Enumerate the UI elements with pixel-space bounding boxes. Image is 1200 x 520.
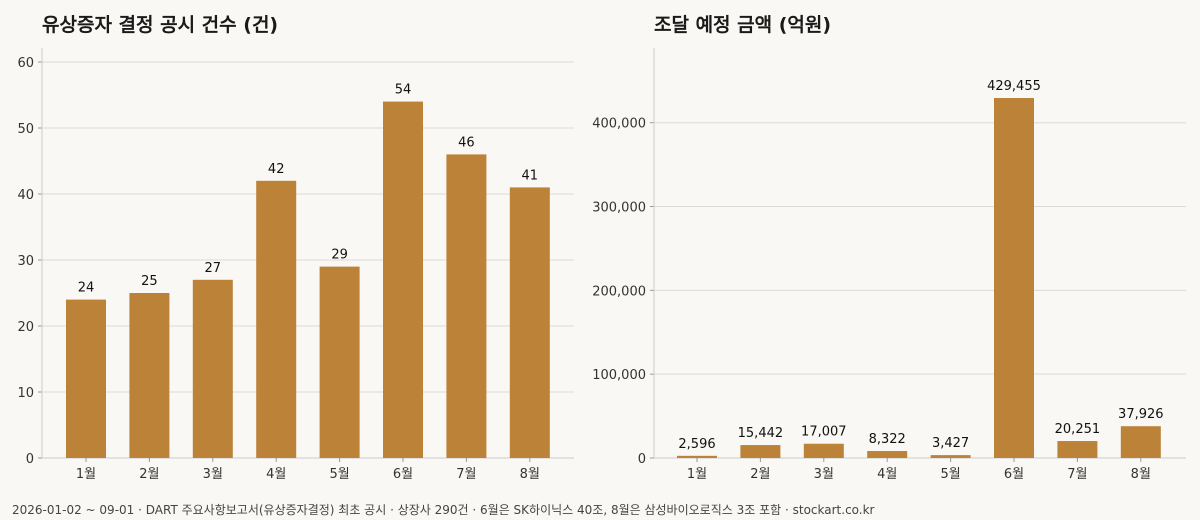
amount-value-label: 17,007 [801, 425, 847, 440]
count-value-label: 24 [78, 281, 95, 296]
amount-bar [740, 445, 781, 458]
count-ytick-label: 10 [17, 386, 34, 401]
amount-value-label: 37,926 [1118, 407, 1164, 422]
amount-xtick-label: 2월 [750, 467, 770, 482]
count-bar [66, 299, 106, 458]
count-value-label: 46 [458, 135, 475, 150]
count-xtick-label: 2월 [139, 467, 159, 482]
count-bar [509, 187, 550, 458]
count-ytick-label: 40 [17, 188, 34, 203]
amount-value-label: 15,442 [738, 426, 784, 441]
amount-ytick-label: 200,000 [592, 284, 646, 299]
count-bar [319, 266, 360, 458]
count-value-label: 41 [522, 168, 539, 183]
amount-ytick-label: 300,000 [592, 201, 646, 216]
amount-value-label: 2,596 [678, 437, 715, 452]
count-value-label: 25 [141, 274, 158, 289]
count-xtick-label: 7월 [456, 467, 476, 482]
right-chart-title: 조달 예정 금액 (억원) [654, 14, 832, 36]
amount-value-label: 20,251 [1055, 422, 1101, 437]
count-xtick-label: 1월 [76, 467, 96, 482]
count-ytick-label: 50 [17, 122, 34, 137]
count-xtick-label: 3월 [203, 467, 223, 482]
amount-value-label: 429,455 [987, 79, 1041, 94]
amount-bar [1120, 426, 1161, 458]
amount-xtick-label: 8월 [1131, 467, 1151, 482]
amount-bar [1057, 441, 1098, 458]
count-value-label: 27 [205, 261, 222, 276]
count-value-label: 29 [331, 248, 348, 263]
count-bar [192, 279, 233, 458]
count-bar [446, 154, 487, 458]
footer-note: 2026-01-02 ~ 09-01 · DART 주요사항보고서(유상증자결정… [12, 503, 875, 517]
count-ytick-label: 60 [17, 56, 34, 71]
count-ytick-label: 0 [26, 452, 34, 467]
count-bar [256, 180, 297, 459]
count-xtick-label: 6월 [393, 467, 413, 482]
count-xtick-label: 8월 [520, 467, 540, 482]
count-value-label: 42 [268, 162, 285, 177]
amount-xtick-label: 4월 [877, 467, 897, 482]
funding-amount-chart: 0 100,000 200,000 300,000 400,000 2,596 1월 15,4… [592, 48, 1186, 482]
left-chart-title: 유상증자 결정 공시 건수 (건) [42, 14, 279, 36]
count-ytick-label: 30 [17, 254, 34, 269]
amount-value-label: 8,322 [869, 432, 906, 447]
amount-bar [994, 97, 1034, 458]
amount-value-label: 3,427 [932, 436, 969, 451]
disclosure-count-chart: 0 10 20 30 40 50 60 24 1월 25 2월 27 3월 42 4월 29 5월 54 6월 46 7… [17, 48, 574, 482]
amount-bar [677, 455, 717, 458]
count-xtick-label: 5월 [329, 467, 349, 482]
count-xtick-label: 4월 [266, 467, 286, 482]
amount-bar [930, 455, 971, 458]
amount-bar [867, 451, 908, 458]
amount-xtick-label: 1월 [687, 467, 707, 482]
amount-bar [803, 443, 844, 458]
amount-xtick-label: 3월 [814, 467, 834, 482]
amount-xtick-label: 7월 [1067, 467, 1087, 482]
count-bar [383, 101, 423, 458]
amount-xtick-label: 6월 [1004, 467, 1024, 482]
count-bar [129, 293, 170, 458]
amount-ytick-label: 400,000 [592, 117, 646, 132]
amount-xtick-label: 5월 [940, 467, 960, 482]
count-ytick-label: 20 [17, 320, 34, 335]
amount-ytick-label: 100,000 [592, 368, 646, 383]
count-value-label: 54 [395, 83, 412, 98]
amount-ytick-label: 0 [638, 452, 646, 467]
